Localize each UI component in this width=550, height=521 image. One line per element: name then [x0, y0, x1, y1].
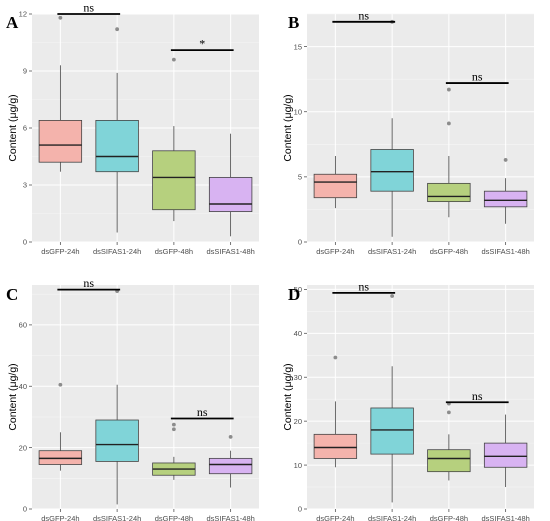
significance-label: ns — [472, 70, 483, 84]
outlier-point — [390, 294, 395, 298]
outlier-point — [446, 87, 451, 92]
y-tick-label: 20 — [294, 417, 302, 426]
outlier-point — [171, 57, 176, 62]
x-tick-label: dsSIFAS1-24h — [93, 514, 141, 521]
significance-label: ns — [358, 8, 369, 22]
plot-background — [307, 14, 534, 242]
x-tick-label: dsGFP-48h — [155, 514, 193, 521]
outlier-point — [446, 410, 451, 415]
plot-background — [307, 285, 534, 509]
y-tick-label: 40 — [19, 382, 27, 391]
x-tick-label: dsGFP-24h — [316, 247, 354, 256]
box-dssifas1-24h — [370, 149, 414, 192]
panel-letter: A — [6, 13, 19, 32]
significance-label: * — [199, 37, 205, 51]
x-tick-label: dsGFP-24h — [41, 247, 79, 256]
significance-label: ns — [197, 405, 208, 419]
outlier-point — [503, 158, 508, 162]
outlier-point — [58, 15, 63, 20]
box-dsgfp-48h — [152, 150, 196, 211]
x-tick-label: dsSIFAS1-48h — [206, 514, 254, 521]
box-dssifas1-48h — [483, 442, 528, 468]
box-dssifas1-24h — [95, 419, 139, 462]
x-tick-label: dsSIFAS1-48h — [481, 247, 529, 256]
panel-c: 0 20 40 60 dsGFP-24h dsSIFAS1-24h dsGFP-48h dsS… — [6, 276, 259, 521]
y-axis-label: Content (μg/g) — [282, 363, 294, 430]
y-tick-label: 12 — [19, 10, 27, 19]
x-tick-label: dsSIFAS1-24h — [368, 247, 416, 256]
y-tick-label: 20 — [19, 443, 27, 452]
panel-letter: B — [288, 13, 299, 32]
x-tick-label: dsGFP-48h — [430, 514, 468, 521]
box-dsgfp-48h — [427, 182, 471, 203]
x-tick-label: dsGFP-48h — [155, 247, 193, 256]
x-tick-label: dsSIFAS1-24h — [93, 247, 141, 256]
outlier-point — [446, 121, 451, 126]
y-tick-label: 40 — [294, 329, 302, 338]
y-tick-label: 30 — [294, 373, 302, 382]
box-dsgfp-24h — [313, 433, 358, 459]
x-tick-label: dsSIFAS1-48h — [206, 247, 254, 256]
box-dsgfp-48h — [427, 449, 471, 473]
y-tick-label: 10 — [294, 107, 302, 116]
x-tick-label: dsSIFAS1-24h — [368, 514, 416, 521]
y-tick-label: 0 — [23, 505, 27, 514]
y-tick-label: 15 — [294, 42, 302, 51]
box-dssifas1-48h — [208, 457, 253, 475]
significance-label: ns — [83, 276, 94, 290]
box-dssifas1-24h — [370, 407, 414, 455]
x-tick-label: dsGFP-24h — [316, 514, 354, 521]
box-dssifas1-48h — [208, 176, 253, 212]
y-tick-label: 5 — [298, 173, 302, 182]
y-tick-label: 0 — [298, 238, 302, 247]
panel-letter: D — [288, 285, 300, 304]
significance-label: ns — [83, 1, 94, 15]
y-tick-label: 10 — [294, 461, 302, 470]
y-axis-label: Content (μg/g) — [282, 94, 294, 161]
outlier-point — [228, 434, 233, 439]
y-tick-label: 3 — [23, 181, 27, 190]
panel-b: 0 5 10 15 dsGFP-24h dsSIFAS1-24h dsGFP-48h dsSI… — [282, 8, 534, 256]
y-axis-label: Content (μg/g) — [7, 363, 19, 430]
outlier-point — [171, 427, 176, 432]
y-axis-label: Content (μg/g) — [7, 94, 19, 161]
box-dsgfp-24h — [313, 173, 358, 199]
panel-letter: C — [6, 285, 18, 304]
x-tick-label: dsGFP-48h — [430, 247, 468, 256]
panel-d: 0 10 20 30 40 50 dsGFP-24h dsSIFAS1-24h dsGFP-48… — [282, 279, 534, 521]
y-tick-label: 50 — [294, 285, 302, 294]
y-tick-label: 0 — [23, 238, 27, 247]
y-tick-label: 9 — [23, 67, 27, 76]
outlier-point — [115, 27, 120, 32]
x-tick-label: dsGFP-24h — [41, 514, 79, 521]
box-dsgfp-24h — [38, 120, 83, 163]
box-dsgfp-24h — [38, 450, 83, 465]
box-dssifas1-24h — [95, 120, 139, 173]
outlier-point — [58, 382, 63, 387]
significance-label: ns — [358, 279, 369, 293]
box-dssifas1-48h — [483, 190, 528, 208]
y-tick-label: 60 — [19, 321, 27, 330]
significance-label: ns — [472, 389, 483, 403]
panel-a: 0 3 6 9 12 dsGFP-24h dsSIFAS1-24h dsGFP-48h dsSI… — [6, 1, 259, 256]
outlier-point — [333, 355, 338, 360]
x-tick-label: dsSIFAS1-48h — [481, 514, 529, 521]
y-tick-label: 0 — [298, 505, 302, 514]
y-tick-label: 6 — [23, 124, 27, 133]
plot-background — [32, 285, 259, 509]
outlier-point — [171, 422, 176, 427]
